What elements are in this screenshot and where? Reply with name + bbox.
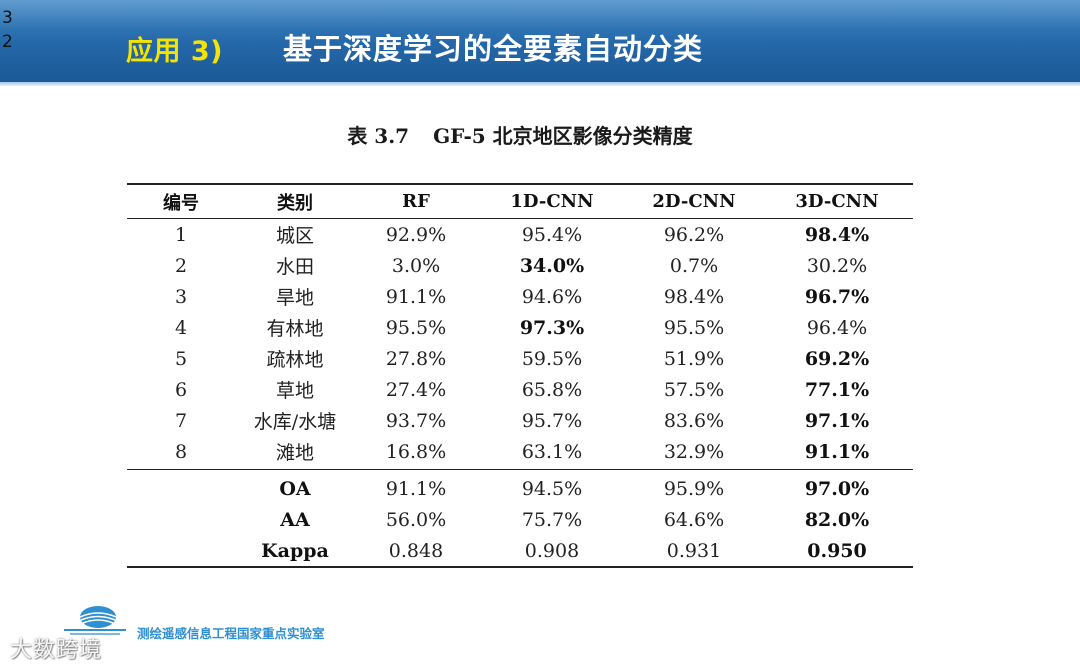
header-shine (0, 0, 1080, 30)
slide-number-digit: 3 (2, 8, 13, 28)
column-header: 编号 (163, 192, 199, 214)
lab-logo-icon (64, 606, 126, 635)
row-class: 滩地 (275, 442, 314, 464)
cnn2d-value: 57.5% (663, 378, 725, 401)
row-id: 8 (174, 440, 188, 463)
table-row: 2 水田 3.0% 34.0% 0.7% 30.2% (127, 250, 913, 281)
column-header: 1D-CNN (510, 191, 594, 212)
table-row: 7 水库/水塘 93.7% 95.7% 83.6% 97.1% (127, 405, 913, 436)
cnn1d-value: 97.3% (519, 316, 585, 339)
row-id: 1 (174, 223, 188, 246)
row-class: 草地 (275, 380, 314, 402)
row-id: 2 (174, 254, 188, 277)
rf-value: 93.7% (385, 409, 447, 432)
slide-title: 基于深度学习的全要素自动分类 (283, 32, 704, 66)
cnn2d-value: 95.5% (663, 316, 725, 339)
row-class: 疏林地 (266, 349, 324, 371)
section-label: 应用 3) (126, 36, 224, 67)
metric-label: OA (279, 477, 311, 500)
rf-value: 95.5% (385, 316, 447, 339)
table-caption: 表 3.7 GF-5 北京地区影像分类精度 (0, 120, 1040, 149)
summary-row: OA 91.1% 94.5% 95.9% 97.0% (127, 469, 913, 505)
row-class: 有林地 (266, 318, 324, 340)
slide-number: 3 2 (2, 6, 13, 54)
cnn3d-value: 0.950 (807, 539, 867, 562)
summary-row: Kappa 0.848 0.908 0.931 0.950 (127, 535, 913, 567)
column-header: 3D-CNN (795, 191, 879, 212)
cnn3d-value: 96.7% (804, 285, 870, 308)
row-class: 水田 (275, 256, 314, 278)
cnn1d-value: 59.5% (521, 347, 583, 370)
rf-value: 91.1% (385, 477, 447, 500)
header-divider (0, 82, 1080, 86)
cnn1d-value: 94.6% (521, 285, 583, 308)
lab-name: 测绘遥感信息工程国家重点实验室 (137, 626, 325, 641)
cnn2d-value: 83.6% (663, 409, 725, 432)
cnn3d-value: 98.4% (804, 223, 870, 246)
table-caption-text: GF-5 北京地区影像分类精度 (433, 124, 693, 148)
rf-value: 16.8% (385, 440, 447, 463)
table-row: 3 旱地 91.1% 94.6% 98.4% 96.7% (127, 281, 913, 312)
row-id: 3 (174, 285, 188, 308)
cnn3d-value: 97.0% (804, 477, 870, 500)
table-caption-number: 表 3.7 (347, 124, 410, 148)
row-id: 7 (174, 409, 188, 432)
header-bar: 应用 3) 基于深度学习的全要素自动分类 (0, 0, 1080, 82)
rf-value: 0.848 (388, 539, 444, 562)
table-row: 6 草地 27.4% 65.8% 57.5% 77.1% (127, 374, 913, 405)
cnn2d-value: 0.7% (669, 254, 719, 277)
cnn2d-value: 98.4% (663, 285, 725, 308)
summary-row: AA 56.0% 75.7% 64.6% 82.0% (127, 504, 913, 535)
rf-value: 92.9% (385, 223, 447, 246)
rf-value: 91.1% (385, 285, 447, 308)
watermark: 大数跨境 (10, 638, 103, 663)
cnn3d-value: 82.0% (804, 508, 870, 531)
cnn1d-value: 94.5% (521, 477, 583, 500)
row-id: 4 (174, 316, 188, 339)
cnn3d-value: 69.2% (804, 347, 870, 370)
cnn2d-value: 51.9% (663, 347, 725, 370)
cnn1d-value: 34.0% (519, 254, 585, 277)
row-class: 旱地 (275, 287, 314, 309)
row-class: 城区 (275, 225, 314, 247)
rf-value: 3.0% (391, 254, 441, 277)
table-row: 8 滩地 16.8% 63.1% 32.9% 91.1% (127, 436, 913, 470)
cnn1d-value: 65.8% (521, 378, 583, 401)
cnn2d-value: 0.931 (666, 539, 722, 562)
rf-value: 56.0% (385, 508, 447, 531)
column-header: 2D-CNN (652, 191, 736, 212)
cnn3d-value: 30.2% (806, 254, 868, 277)
cnn3d-value: 91.1% (804, 440, 870, 463)
table-row: 4 有林地 95.5% 97.3% 95.5% 96.4% (127, 312, 913, 343)
table-row: 5 疏林地 27.8% 59.5% 51.9% 69.2% (127, 343, 913, 374)
table-header-row: 编号 类别 RF 1D-CNN 2D-CNN 3D-CNN (127, 184, 913, 219)
rf-value: 27.8% (385, 347, 447, 370)
cnn2d-value: 96.2% (663, 223, 725, 246)
row-id: 5 (174, 347, 188, 370)
cnn1d-value: 95.4% (521, 223, 583, 246)
column-header: RF (402, 191, 430, 212)
metric-label: Kappa (261, 539, 329, 562)
accuracy-table: 编号 类别 RF 1D-CNN 2D-CNN 3D-CNN 1 城区 92.9%… (127, 183, 913, 568)
cnn1d-value: 75.7% (521, 508, 583, 531)
row-id: 6 (174, 378, 188, 401)
cnn2d-value: 95.9% (663, 477, 725, 500)
slide-number-digit: 2 (2, 32, 13, 52)
cnn1d-value: 0.908 (524, 539, 580, 562)
metric-label: AA (280, 508, 310, 531)
cnn1d-value: 63.1% (521, 440, 583, 463)
column-header: 类别 (277, 192, 313, 214)
rf-value: 27.4% (385, 378, 447, 401)
cnn2d-value: 64.6% (663, 508, 725, 531)
cnn2d-value: 32.9% (663, 440, 725, 463)
cnn3d-value: 97.1% (804, 409, 870, 432)
row-class: 水库/水塘 (253, 411, 337, 433)
cnn3d-value: 96.4% (806, 316, 868, 339)
cnn3d-value: 77.1% (804, 378, 870, 401)
cnn1d-value: 95.7% (521, 409, 583, 432)
table-row: 1 城区 92.9% 95.4% 96.2% 98.4% (127, 219, 913, 251)
